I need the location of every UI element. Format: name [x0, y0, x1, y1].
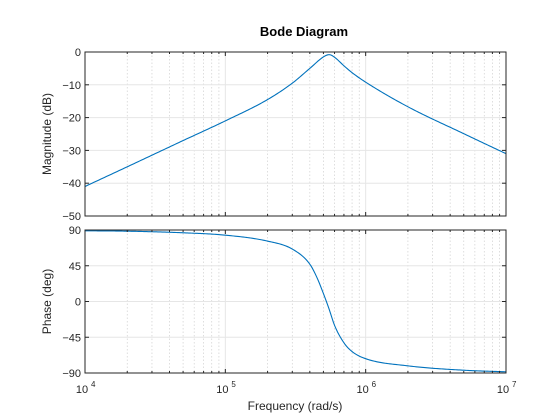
phase-y-tick-label: −90 — [62, 368, 81, 380]
magnitude-panel: 0 −10 −20 −30 −40 −50 Magnitude (dB) — [40, 47, 507, 223]
x-tick-label: 10 — [76, 384, 88, 396]
magnitude-y-tick-label: −20 — [62, 113, 81, 125]
phase-y-tick-label: −45 — [62, 332, 81, 344]
magnitude-y-tick-label: −30 — [62, 145, 81, 157]
x-tick-label-exponent: 4 — [91, 380, 96, 389]
phase-y-tick-label: 45 — [69, 261, 81, 273]
magnitude-series-line — [84, 54, 507, 187]
x-tick-labels: 10 4 10 5 10 6 10 7 — [76, 380, 517, 396]
chart-title: Bode Diagram — [260, 24, 348, 39]
phase-series-line — [84, 230, 507, 373]
magnitude-y-tick-label: 0 — [75, 47, 81, 59]
phase-y-tick-label: 0 — [75, 297, 81, 309]
magnitude-y-tick-label: −40 — [62, 178, 81, 190]
magnitude-ylabel: Magnitude (dB) — [40, 93, 54, 175]
magnitude-y-tick-label: −50 — [62, 211, 81, 223]
phase-y-tick-label: 90 — [69, 225, 81, 237]
phase-panel: 90 45 0 −45 −90 Phase (deg) — [40, 225, 507, 380]
x-tick-label-exponent: 5 — [231, 380, 236, 389]
x-tick-label-exponent: 6 — [372, 380, 377, 389]
magnitude-axes-frame — [84, 51, 507, 217]
x-tick-label: 10 — [357, 384, 369, 396]
x-tick-label: 10 — [497, 384, 509, 396]
x-tick-label-exponent: 7 — [512, 380, 517, 389]
magnitude-plot-background — [85, 52, 506, 216]
x-axis-label: Frequency (rad/s) — [248, 399, 343, 413]
phase-ylabel: Phase (deg) — [40, 269, 54, 334]
magnitude-y-tick-label: −10 — [62, 80, 81, 92]
x-tick-label: 10 — [216, 384, 228, 396]
